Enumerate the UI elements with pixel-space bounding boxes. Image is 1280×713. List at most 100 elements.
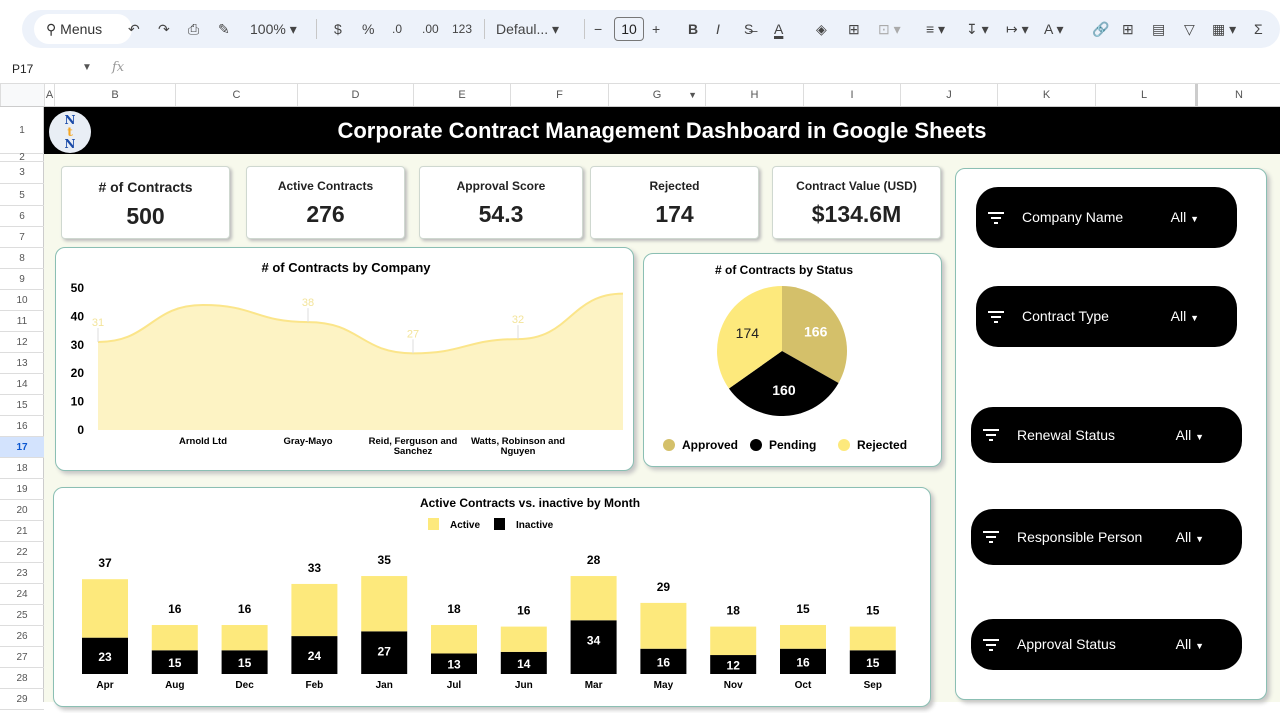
italic-button[interactable]: I (716, 21, 720, 37)
comment-icon[interactable]: ⊞ (1122, 21, 1134, 37)
select-all-corner[interactable] (0, 84, 44, 106)
column-header[interactable]: N (1195, 84, 1280, 106)
row-header[interactable]: 12 (0, 332, 44, 353)
column-header[interactable]: L (1095, 84, 1192, 106)
column-header[interactable]: D (297, 84, 413, 106)
row-header[interactable]: 13 (0, 353, 44, 374)
row-header[interactable]: 26 (0, 626, 44, 647)
filter-approval-status[interactable]: Approval Status All ▼ (971, 619, 1242, 670)
row-header[interactable]: 17 (0, 437, 44, 458)
row-header[interactable]: 2 (0, 153, 44, 163)
row-header[interactable]: 8 (0, 248, 44, 269)
column-header[interactable]: K (997, 84, 1095, 106)
menus-search[interactable]: ⚲ Menus (34, 14, 132, 44)
row-header[interactable]: 7 (0, 227, 44, 248)
row-header[interactable]: 11 (0, 311, 44, 332)
row-header[interactable]: 6 (0, 206, 44, 227)
currency-button[interactable]: $ (334, 21, 342, 37)
formula-input[interactable] (140, 58, 1270, 80)
sum-icon[interactable]: Σ (1254, 21, 1263, 37)
increase-font-size-button[interactable]: + (652, 21, 661, 37)
row-header[interactable]: 5 (0, 185, 44, 206)
decrease-font-size-button[interactable]: − (594, 21, 603, 37)
name-box-dropdown-icon[interactable]: ▼ (82, 62, 92, 73)
row-header[interactable]: 27 (0, 647, 44, 668)
inactive-value-label: 27 (378, 644, 392, 658)
column-header[interactable]: G ▼ (608, 84, 705, 106)
row-header[interactable]: 22 (0, 542, 44, 563)
filter-dropdown[interactable]: All ▼ (1171, 187, 1199, 250)
align-icon[interactable]: ≡ ▾ (926, 21, 946, 37)
inactive-value-label: 23 (98, 650, 112, 664)
vertical-align-icon[interactable]: ↧ ▾ (966, 21, 989, 37)
column-header[interactable]: I (803, 84, 900, 106)
column-header[interactable]: B (54, 84, 175, 106)
column-header[interactable]: H (705, 84, 803, 106)
link-icon[interactable]: 🔗 (1092, 21, 1110, 37)
filter-renewal-status[interactable]: Renewal Status All ▼ (971, 407, 1242, 463)
merge-cells-icon[interactable]: ⊡ ▾ (878, 21, 901, 37)
active-vs-inactive-chart[interactable]: Active Contracts vs. inactive by Month Ac… (53, 487, 931, 707)
text-color-icon[interactable]: A (774, 21, 784, 37)
filter-contract-type[interactable]: Contract Type All ▼ (976, 286, 1237, 347)
kpi-label: # of Contracts (98, 179, 193, 195)
undo-icon[interactable]: ↶ (128, 21, 140, 37)
row-header[interactable]: 18 (0, 458, 44, 479)
redo-icon[interactable]: ↷ (158, 21, 170, 37)
row-header[interactable]: 28 (0, 668, 44, 689)
inactive-value-label: 12 (727, 659, 741, 673)
row-header[interactable]: 15 (0, 395, 44, 416)
font-select[interactable]: Defaul... ▾ (496, 21, 560, 37)
increase-decimal-button[interactable]: .00 (422, 22, 439, 36)
filter-dropdown[interactable]: All ▼ (1176, 619, 1204, 672)
bold-button[interactable]: B (688, 21, 699, 37)
zoom-select[interactable]: 100% ▾ (250, 21, 297, 37)
filter-dropdown[interactable]: All ▼ (1171, 286, 1199, 349)
functions-table-icon[interactable]: ▦ ▾ (1212, 21, 1237, 37)
paint-format-icon[interactable]: ✎ (218, 21, 230, 37)
area-chart-svg: # of Contracts by Company 0 10 20 30 40 50 31 Ar… (71, 260, 624, 457)
filter-responsible-person[interactable]: Responsible Person All ▼ (971, 509, 1242, 565)
filter-icon[interactable]: ▽ (1184, 21, 1195, 37)
column-header[interactable]: C (175, 84, 297, 106)
pie-slice-approved (782, 286, 847, 384)
row-header[interactable]: 24 (0, 584, 44, 605)
row-header[interactable]: 29 (0, 689, 44, 710)
fill-color-icon[interactable]: ◈ (816, 21, 827, 37)
data-label: 38 (302, 297, 314, 309)
column-header[interactable]: E (413, 84, 510, 106)
filter-dropdown[interactable]: All ▼ (1176, 509, 1204, 567)
row-header[interactable]: 19 (0, 479, 44, 500)
percent-button[interactable]: % (362, 21, 375, 37)
contracts-by-company-chart[interactable]: # of Contracts by Company 0 10 20 30 40 50 31 Ar… (55, 247, 634, 471)
strikethrough-icon[interactable]: S̶ (744, 21, 754, 37)
column-header[interactable]: J (900, 84, 997, 106)
text-wrap-icon[interactable]: ↦ ▾ (1006, 21, 1029, 37)
row-header[interactable]: 16 (0, 416, 44, 437)
row-header[interactable]: 23 (0, 563, 44, 584)
number-format-button[interactable]: 123 (452, 22, 473, 36)
row-header[interactable]: 25 (0, 605, 44, 626)
borders-icon[interactable]: ⊞ (848, 21, 860, 37)
row-header[interactable]: 14 (0, 374, 44, 395)
row-header[interactable]: 9 (0, 269, 44, 290)
print-icon[interactable]: ⎙ (188, 21, 200, 37)
row-header[interactable]: 1 (0, 107, 44, 154)
column-menu-icon[interactable]: ▼ (688, 90, 697, 100)
row-header[interactable]: 21 (0, 521, 44, 542)
row-header[interactable]: 20 (0, 500, 44, 521)
column-header[interactable]: F (510, 84, 608, 106)
contracts-by-status-chart[interactable]: # of Contracts by Status 166 160 174 Approve… (643, 253, 942, 467)
name-box[interactable]: P17 (12, 62, 34, 76)
text-rotation-icon[interactable]: A ▾ (1044, 21, 1064, 37)
decrease-decimal-button[interactable]: .0 (392, 22, 403, 36)
font-size-input[interactable]: 10 (614, 17, 644, 41)
chart-icon[interactable]: ▤ (1152, 21, 1166, 37)
filter-dropdown[interactable]: All ▼ (1176, 407, 1204, 465)
row-header[interactable]: 10 (0, 290, 44, 311)
x-tick-label: Watts, Robinson and (471, 436, 565, 447)
row-header[interactable]: 3 (0, 162, 44, 184)
column-header[interactable]: A (44, 84, 54, 106)
filter-company-name[interactable]: Company Name All ▼ (976, 187, 1237, 248)
filter-value: All (1175, 636, 1192, 652)
